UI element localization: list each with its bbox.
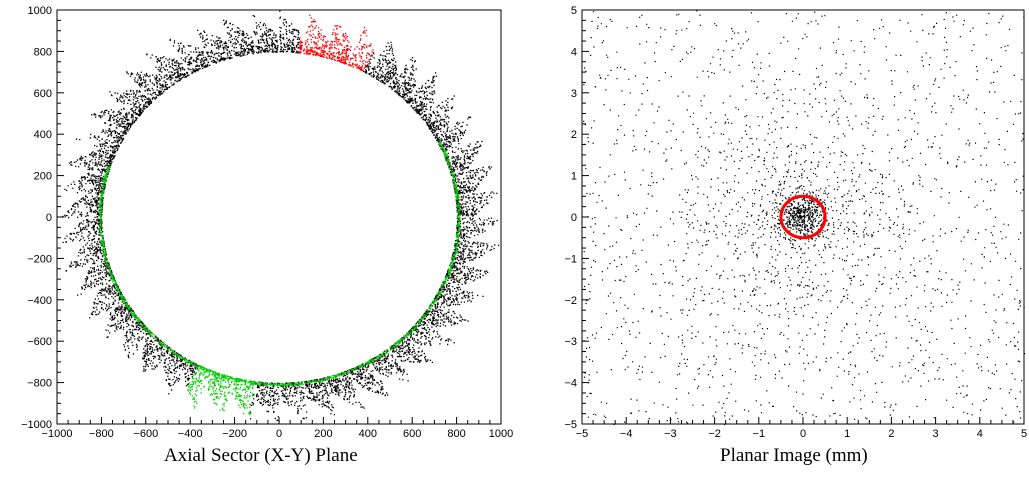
y-tick-label: 3 bbox=[571, 88, 577, 100]
highlight-sector-green bbox=[187, 364, 256, 416]
x-tick-label: 1 bbox=[844, 428, 850, 440]
y-tick-label: 0 bbox=[46, 212, 52, 224]
y-tick-label: −800 bbox=[27, 378, 52, 390]
y-tick-label: 400 bbox=[34, 129, 52, 141]
scatter-points bbox=[62, 10, 500, 422]
ring-points bbox=[62, 10, 500, 422]
y-tick-label: −1000 bbox=[21, 419, 52, 431]
x-tick-label: 0 bbox=[800, 428, 806, 440]
y-tick-label: −4 bbox=[564, 378, 577, 390]
x-tick-label: 600 bbox=[403, 428, 421, 440]
x-tick-label: −2 bbox=[708, 428, 721, 440]
x-tick-label: −5 bbox=[576, 428, 589, 440]
x-tick-label: 4 bbox=[977, 428, 983, 440]
x-tick-label: −200 bbox=[222, 428, 247, 440]
y-tick-label: 800 bbox=[34, 46, 52, 58]
y-tick-label: −200 bbox=[27, 253, 52, 265]
x-tick-label: −400 bbox=[178, 428, 203, 440]
y-tick-label: −1 bbox=[564, 253, 577, 265]
x-tick-label: 5 bbox=[1021, 428, 1027, 440]
right-plot-title: Planar Image (mm) bbox=[720, 445, 868, 466]
x-tick-label: 3 bbox=[933, 428, 939, 440]
axis-ticks: −5 −4 −3 −2 −1 0 1 2 3 4 5 −5 −4 −3 −2 −1 0 1 2 3 4 5 bbox=[564, 5, 1027, 440]
axis-ticks: −1000 −800 −600 −400 −200 0 200 400 600 800 1000 −1… bbox=[21, 5, 513, 440]
y-tick-label: −600 bbox=[27, 336, 52, 348]
planar-image-plot: −5 −4 −3 −2 −1 0 1 2 3 4 5 −5 −4 −3 −2 −1 0 1 2 3 4 5 bbox=[564, 5, 1027, 440]
y-tick-label: 1 bbox=[571, 171, 577, 183]
x-tick-label: 2 bbox=[888, 428, 894, 440]
y-tick-label: 600 bbox=[34, 88, 52, 100]
y-tick-label: 5 bbox=[571, 5, 577, 17]
axial-sector-plot: −1000 −800 −600 −400 −200 0 200 400 600 800 1000 −1… bbox=[21, 5, 513, 440]
x-tick-label: 1000 bbox=[489, 428, 513, 440]
scatter-points bbox=[583, 10, 1026, 426]
x-tick-label: −800 bbox=[89, 428, 114, 440]
y-tick-label: −400 bbox=[27, 295, 52, 307]
y-tick-label: −3 bbox=[564, 336, 577, 348]
x-tick-label: −3 bbox=[664, 428, 677, 440]
planar-points bbox=[583, 10, 1026, 426]
y-tick-label: 4 bbox=[571, 46, 577, 58]
x-tick-label: 400 bbox=[359, 428, 377, 440]
x-tick-label: −1000 bbox=[42, 428, 73, 440]
x-tick-label: 200 bbox=[314, 428, 332, 440]
y-tick-label: 2 bbox=[571, 129, 577, 141]
plot-frame bbox=[581, 9, 1025, 425]
x-tick-label: −4 bbox=[620, 428, 633, 440]
x-tick-label: −1 bbox=[753, 428, 766, 440]
plot-frame bbox=[56, 9, 502, 425]
left-plot-title: Axial Sector (X-Y) Plane bbox=[164, 445, 358, 466]
y-tick-label: −2 bbox=[564, 295, 577, 307]
highlight-sector-red bbox=[298, 14, 375, 72]
y-tick-label: 200 bbox=[34, 171, 52, 183]
y-tick-label: −5 bbox=[564, 419, 577, 431]
x-tick-label: 800 bbox=[447, 428, 465, 440]
center-circle bbox=[779, 194, 827, 240]
x-tick-label: −600 bbox=[133, 428, 158, 440]
y-tick-label: 1000 bbox=[28, 5, 52, 17]
y-tick-label: 0 bbox=[571, 212, 577, 224]
x-tick-label: 0 bbox=[276, 428, 282, 440]
